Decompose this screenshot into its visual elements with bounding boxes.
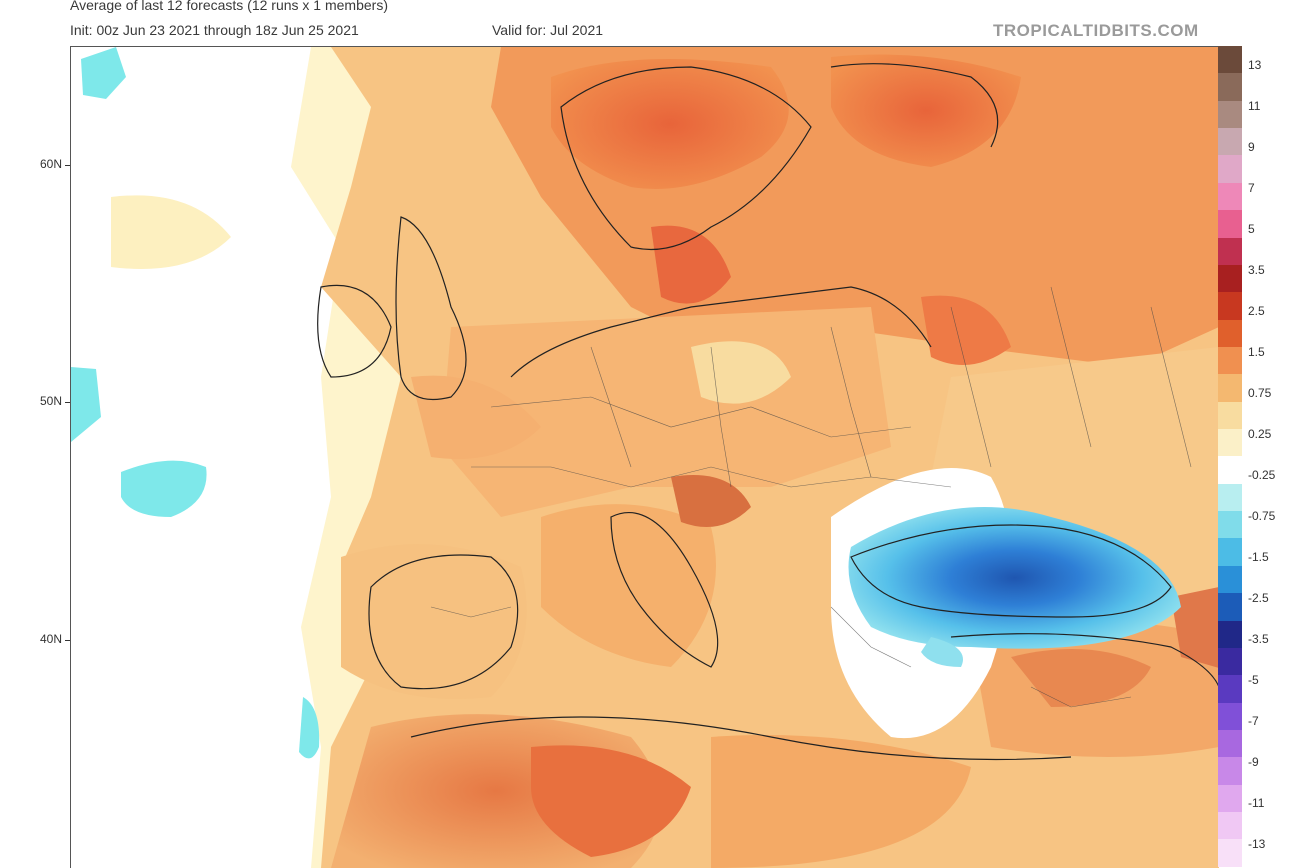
colorbar-label: 0.75 xyxy=(1248,386,1272,400)
valid-for-text: Valid for: Jul 2021 xyxy=(492,22,604,38)
colorbar-segment xyxy=(1218,511,1242,539)
colorbar-label: 3.5 xyxy=(1248,263,1265,277)
colorbar-segment xyxy=(1218,538,1242,566)
colorbar-segment xyxy=(1218,210,1242,238)
colorbar-label: 2.5 xyxy=(1248,304,1265,318)
latitude-tick xyxy=(65,402,70,403)
chart-title: Average of last 12 forecasts (12 runs x … xyxy=(70,0,388,13)
coastline-icon xyxy=(317,63,1219,761)
colorbar-segment xyxy=(1218,620,1242,648)
colorbar-segment xyxy=(1218,155,1242,183)
colorbar-label: -13 xyxy=(1248,837,1266,851)
colorbar-label: 5 xyxy=(1248,222,1255,236)
colorbar-label: -0.25 xyxy=(1248,468,1276,482)
colorbar-segment xyxy=(1218,839,1242,867)
colorbar-label: 13 xyxy=(1248,58,1262,72)
colorbar-label: 7 xyxy=(1248,181,1255,195)
colorbar-segment xyxy=(1218,346,1242,375)
colorbar-label: -7 xyxy=(1248,714,1259,728)
init-range-text: Init: 00z Jun 23 2021 through 18z Jun 25… xyxy=(70,22,359,38)
colorbar-segment xyxy=(1218,46,1242,74)
colorbar-label: 1.5 xyxy=(1248,345,1265,359)
colorbar-segment xyxy=(1218,456,1242,484)
colorbar-segment xyxy=(1218,675,1242,703)
colorbar-segment xyxy=(1218,702,1242,730)
colorbar xyxy=(1218,46,1242,867)
colorbar-segment xyxy=(1218,812,1242,840)
colorbar-label: 11 xyxy=(1248,99,1261,113)
colorbar-label: 0.25 xyxy=(1248,427,1272,441)
colorbar-label: -11 xyxy=(1248,796,1265,810)
colorbar-label: -1.5 xyxy=(1248,550,1269,564)
colorbar-segment xyxy=(1218,401,1242,430)
colorbar-segment xyxy=(1218,237,1242,265)
latitude-label-40n: 40N xyxy=(39,632,62,646)
brand-logo-text: TROPICALTIDBITS.COM xyxy=(993,21,1199,40)
colorbar-segment xyxy=(1218,647,1242,676)
colorbar-segment xyxy=(1218,483,1242,512)
colorbar-segment xyxy=(1218,729,1242,758)
colorbar-segment xyxy=(1218,757,1242,785)
latitude-label-60n: 60N xyxy=(39,157,62,171)
colorbar-segment xyxy=(1218,319,1242,347)
anomaly-map xyxy=(70,46,1219,868)
colorbar-label: 9 xyxy=(1248,140,1255,154)
anomaly-shading-icon xyxy=(71,47,1219,868)
colorbar-segment xyxy=(1218,429,1242,457)
latitude-label-50n: 50N xyxy=(39,394,62,408)
latitude-tick xyxy=(65,640,70,641)
colorbar-segment xyxy=(1218,73,1242,101)
colorbar-segment xyxy=(1218,784,1242,813)
colorbar-label: -2.5 xyxy=(1248,591,1269,605)
colorbar-segment xyxy=(1218,374,1242,402)
colorbar-segment xyxy=(1218,264,1242,293)
colorbar-segment xyxy=(1218,128,1242,156)
latitude-tick xyxy=(65,165,70,166)
colorbar-segment xyxy=(1218,182,1242,211)
colorbar-label: -0.75 xyxy=(1248,509,1276,523)
colorbar-label: -9 xyxy=(1248,755,1259,769)
colorbar-segment xyxy=(1218,565,1242,594)
colorbar-segment xyxy=(1218,100,1242,129)
colorbar-label: -5 xyxy=(1248,673,1259,687)
colorbar-label: -3.5 xyxy=(1248,632,1269,646)
colorbar-segment xyxy=(1218,292,1242,320)
colorbar-segment xyxy=(1218,593,1242,621)
border-icon xyxy=(430,286,1192,708)
latitude-axis: 60N 50N 40N xyxy=(0,0,70,867)
